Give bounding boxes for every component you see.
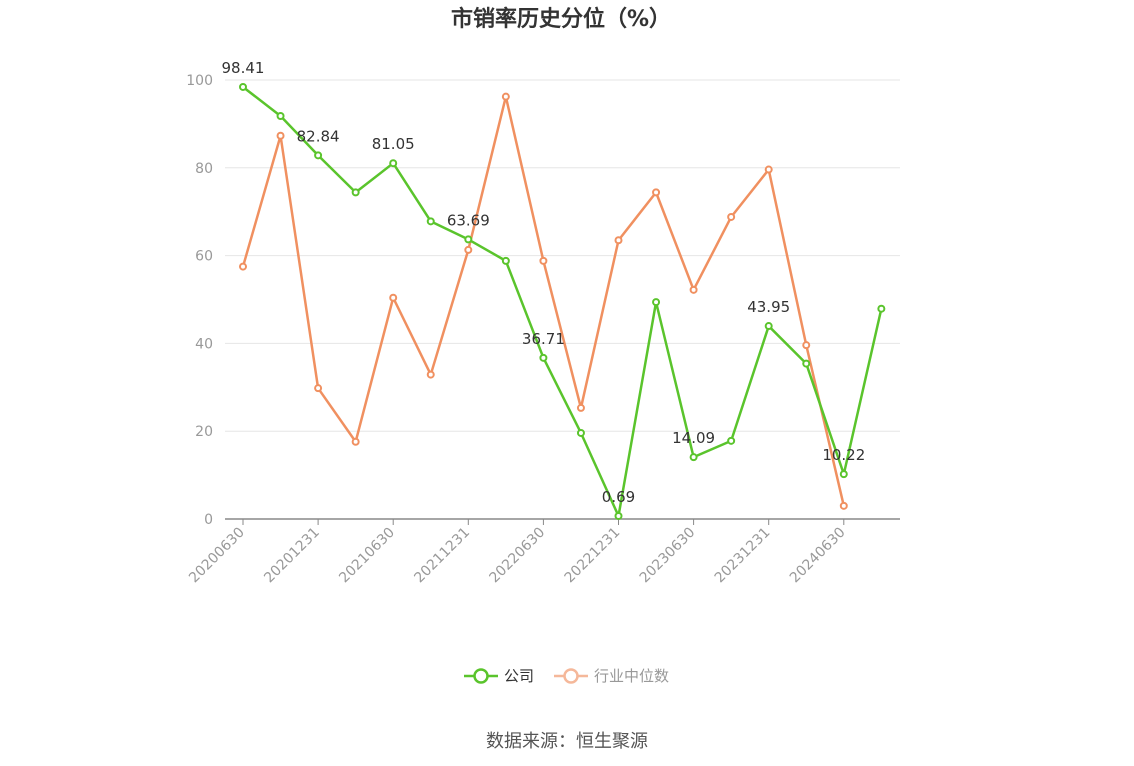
x-tick-label: 20221231: [562, 525, 624, 587]
data-point[interactable]: [314, 151, 323, 160]
data-label: 63.69: [447, 211, 490, 229]
data-label: 81.05: [372, 135, 415, 153]
data-point[interactable]: [839, 501, 848, 510]
data-point[interactable]: [877, 304, 886, 313]
data-point[interactable]: [426, 217, 435, 226]
x-tick-label: 20200630: [186, 525, 248, 587]
x-tick-label: 20210630: [336, 525, 398, 587]
legend-item-0[interactable]: 公司: [464, 667, 534, 685]
data-label: 98.41: [222, 59, 265, 77]
legend-label: 公司: [504, 667, 534, 685]
data-point[interactable]: [839, 470, 848, 479]
data-point[interactable]: [314, 384, 323, 393]
data-label: 0.69: [602, 488, 635, 506]
series-line-0: [242, 85, 883, 518]
data-label: 10.22: [822, 446, 865, 464]
legend[interactable]: 公司 行业中位数: [464, 667, 669, 685]
x-tick-label: 20211231: [411, 525, 473, 587]
data-point[interactable]: [576, 403, 585, 412]
data-point[interactable]: [276, 111, 285, 120]
series-lines: [239, 82, 886, 520]
data-point[interactable]: [501, 92, 510, 101]
data-point[interactable]: [464, 245, 473, 254]
data-point[interactable]: [689, 453, 698, 462]
chart-title: 市销率历史分位（%）: [451, 6, 671, 32]
data-point[interactable]: [727, 212, 736, 221]
data-point[interactable]: [426, 370, 435, 379]
data-point[interactable]: [689, 285, 698, 294]
data-label: 43.95: [747, 298, 790, 316]
x-tick-label: 20240630: [787, 525, 849, 587]
data-point[interactable]: [351, 188, 360, 197]
data-point[interactable]: [539, 256, 548, 265]
data-point[interactable]: [764, 322, 773, 331]
x-tick-label: 20231231: [712, 525, 774, 587]
data-point[interactable]: [802, 341, 811, 350]
y-tick-label: 20: [195, 424, 213, 440]
data-point[interactable]: [614, 236, 623, 245]
x-tick-label: 20220630: [487, 525, 549, 587]
data-point[interactable]: [389, 159, 398, 168]
data-point[interactable]: [539, 353, 548, 362]
data-point[interactable]: [727, 436, 736, 445]
data-labels: 98.41 82.84 81.05 63.69 36.71 0.69 14.09 43.95 1…: [222, 59, 866, 506]
data-point[interactable]: [614, 511, 623, 520]
source-note: 数据来源：恒生聚源: [486, 731, 648, 752]
legend-marker: [563, 668, 579, 684]
legend-label: 行业中位数: [594, 667, 669, 685]
y-tick-label: 60: [195, 249, 213, 265]
y-tick-label: 100: [186, 73, 213, 89]
data-point[interactable]: [802, 359, 811, 368]
legend-item-1[interactable]: 行业中位数: [554, 667, 669, 685]
data-label: 82.84: [297, 127, 340, 145]
x-tick-label: 20201231: [261, 525, 323, 587]
y-tick-label: 40: [195, 336, 213, 352]
data-point[interactable]: [389, 293, 398, 302]
data-label: 36.71: [522, 330, 565, 348]
y-tick-label: 0: [204, 512, 213, 528]
data-label: 14.09: [672, 429, 715, 447]
data-point[interactable]: [652, 188, 661, 197]
data-point[interactable]: [239, 82, 247, 91]
data-point[interactable]: [501, 256, 510, 265]
data-point[interactable]: [276, 131, 285, 140]
data-point[interactable]: [239, 262, 247, 271]
x-tick-label: 20230630: [637, 525, 699, 587]
data-point[interactable]: [576, 428, 585, 437]
y-tick-label: 80: [195, 161, 213, 177]
data-point[interactable]: [351, 437, 360, 446]
legend-marker: [473, 668, 489, 684]
data-point[interactable]: [652, 298, 661, 307]
data-point[interactable]: [764, 165, 773, 174]
data-point[interactable]: [464, 235, 473, 244]
